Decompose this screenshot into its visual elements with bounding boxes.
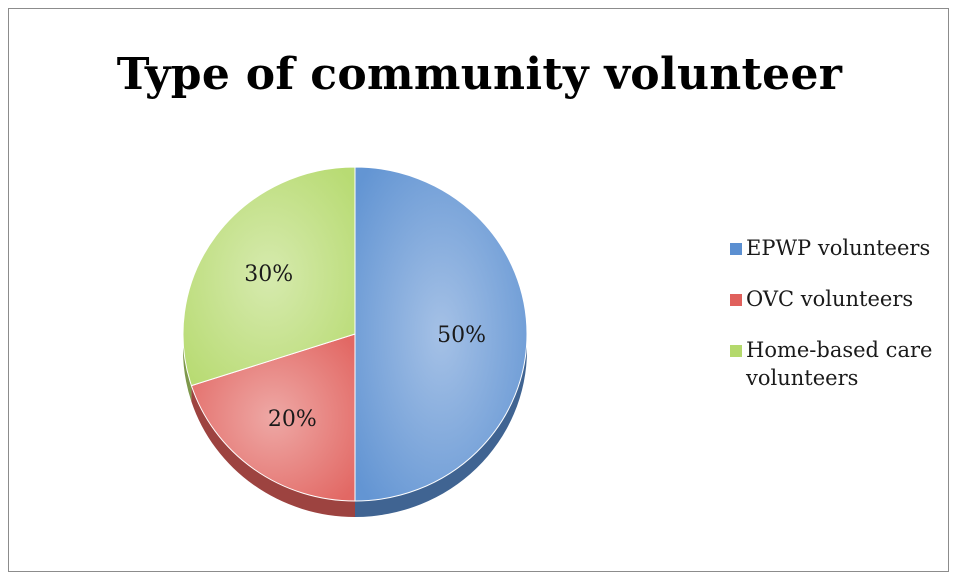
data-label: 20% (268, 407, 317, 432)
legend-item: EPWP volunteers (730, 234, 945, 262)
pie-slice-side-1 (355, 334, 527, 517)
pie-slice-epwp-volunteers (354, 166, 528, 502)
legend-item: OVC volunteers (730, 285, 945, 313)
pie-slice-ovc-volunteers (190, 333, 356, 502)
legend-label: Home-based care volunteers (746, 338, 933, 390)
chart-title: Type of community volunteer (116, 49, 843, 100)
data-label: 50% (437, 323, 486, 348)
pie-slice-side-2 (191, 385, 355, 517)
chart-area: Type of community volunteer 50% 20% 30% EP… (8, 8, 949, 572)
legend: EPWP volunteers OVC volunteers Home-based … (730, 234, 945, 415)
pie-slice-home-based-care-volunteers (182, 166, 356, 387)
pie-chart: 50% 20% 30% (182, 166, 528, 517)
legend-label: OVC volunteers (746, 287, 914, 311)
legend-item: Home-based care volunteers (730, 336, 945, 392)
legend-swatch (730, 294, 742, 306)
pie-slice-side-3 (183, 334, 192, 402)
legend-swatch (730, 243, 742, 255)
legend-label: EPWP volunteers (746, 236, 931, 260)
data-label: 30% (244, 262, 293, 287)
legend-swatch (730, 345, 742, 357)
